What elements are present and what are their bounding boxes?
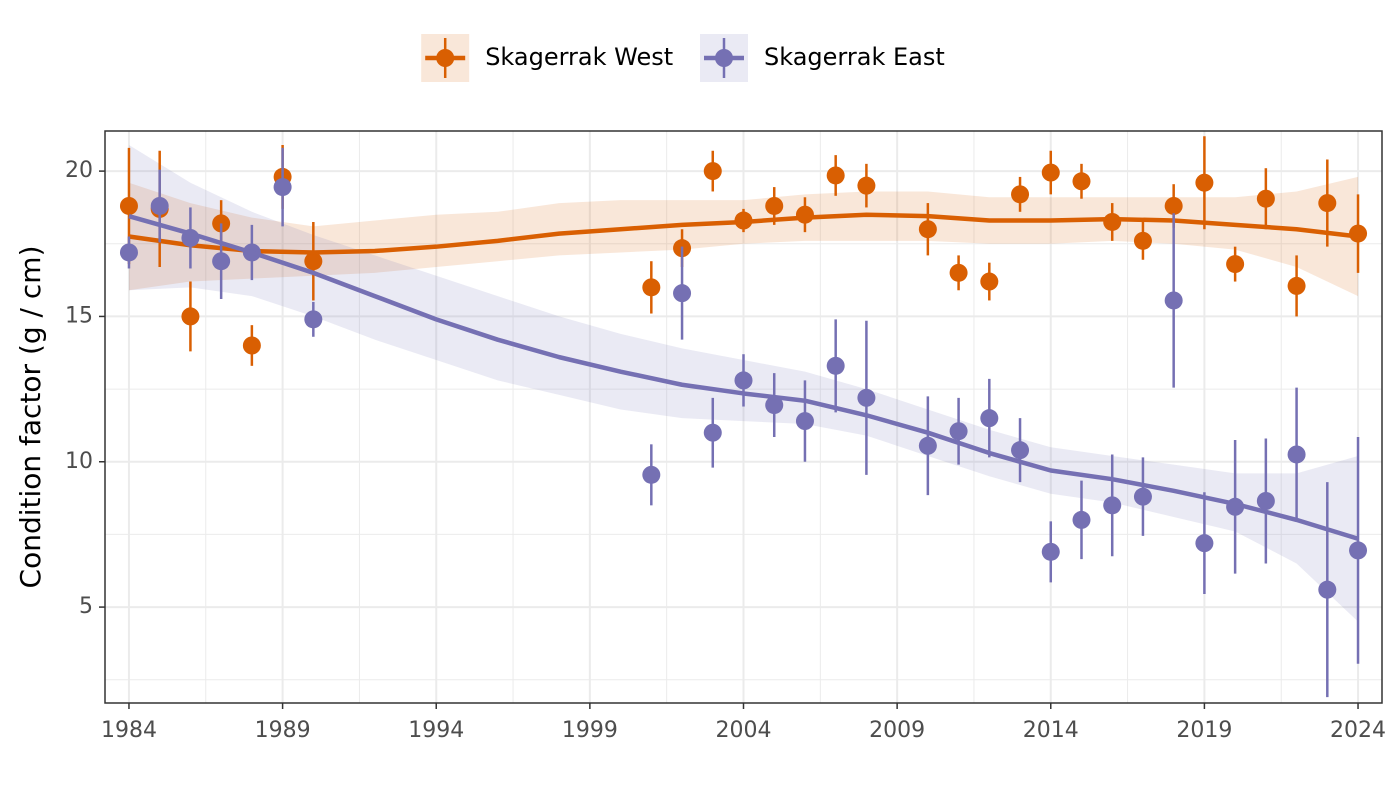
point (826, 356, 845, 375)
point (1103, 212, 1122, 231)
point (1011, 185, 1030, 204)
x-tick-label: 2019 (1176, 718, 1232, 743)
point (1318, 580, 1337, 599)
legend-key-point (436, 49, 455, 67)
point (826, 166, 845, 185)
x-tick-label: 1994 (408, 718, 464, 743)
point (642, 278, 661, 297)
point (119, 243, 138, 262)
legend-key-point (715, 49, 733, 67)
point (1103, 496, 1122, 515)
y-tick-label: 20 (65, 158, 93, 183)
legend-label: Skagerrak West (485, 43, 673, 71)
x-tick-label: 1989 (255, 718, 311, 743)
x-tick-label: 2004 (716, 718, 772, 743)
point (857, 176, 876, 195)
point (1164, 196, 1183, 215)
legend-label: Skagerrak East (764, 43, 945, 71)
point (1256, 189, 1275, 208)
x-tick-label: 2014 (1023, 718, 1079, 743)
plot-border (104, 130, 1383, 704)
plot-layer (119, 136, 1368, 698)
point (1256, 491, 1275, 510)
point (273, 178, 292, 197)
point (673, 284, 692, 303)
point (980, 409, 999, 428)
point (703, 162, 722, 181)
x-tick-label: 1999 (562, 718, 618, 743)
point (150, 196, 169, 215)
point (703, 423, 722, 442)
point (304, 252, 323, 271)
point (857, 388, 876, 407)
point (765, 196, 784, 215)
x-tick-label: 2009 (869, 718, 925, 743)
point (181, 307, 200, 326)
point (1318, 194, 1337, 213)
point (1287, 276, 1306, 295)
point (1072, 510, 1091, 529)
point (795, 412, 814, 431)
point (642, 465, 661, 484)
point (1226, 255, 1245, 274)
point (1164, 291, 1183, 310)
point (765, 396, 784, 415)
point (1072, 172, 1091, 191)
point (918, 436, 937, 455)
point (1287, 445, 1306, 464)
point (1195, 534, 1214, 553)
point (1133, 487, 1152, 506)
point (980, 272, 999, 291)
confidence-band (128, 176, 1359, 297)
trend-line (128, 213, 1359, 541)
point (212, 252, 231, 271)
y-tick-label: 10 (65, 449, 93, 474)
y-tick-label: 5 (79, 594, 93, 619)
point (304, 310, 323, 329)
point (242, 336, 261, 355)
x-tick-label: 1984 (101, 718, 157, 743)
y-axis-label: Condition factor (g / cm) (14, 246, 47, 589)
point (1041, 163, 1060, 182)
trend-line (128, 212, 1359, 255)
point (1195, 173, 1214, 192)
point (795, 205, 814, 224)
x-tick-label: 2024 (1330, 718, 1386, 743)
y-tick-label: 15 (65, 303, 93, 328)
point (1041, 542, 1060, 561)
point (119, 196, 138, 215)
point (949, 422, 968, 441)
point (734, 371, 753, 390)
point (949, 263, 968, 282)
point (918, 220, 937, 239)
point (1349, 541, 1368, 560)
legend: Skagerrak West Skagerrak East (421, 34, 945, 82)
point (1011, 441, 1030, 460)
point (1133, 231, 1152, 250)
